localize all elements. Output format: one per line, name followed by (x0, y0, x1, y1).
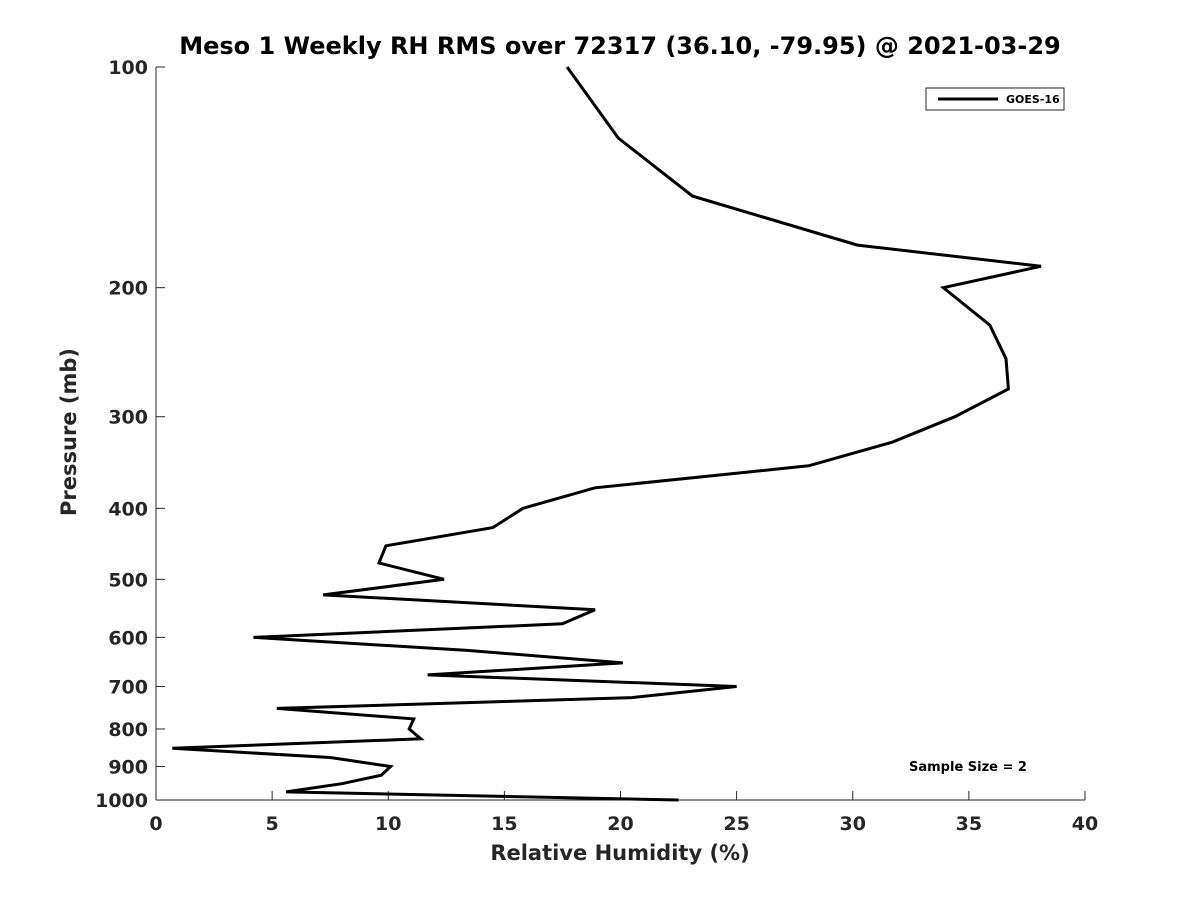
axes: 0 5 10 15 20 25 30 35 40 100 200 300 400 500 600 700 800… (95, 57, 1098, 835)
x-tick-label: 0 (149, 813, 162, 835)
chart-title: Meso 1 Weekly RH RMS over 72317 (36.10, … (179, 32, 1061, 60)
y-tick-label: 800 (108, 719, 148, 741)
x-tick-label: 10 (375, 813, 401, 835)
y-tick-label: 700 (108, 676, 148, 698)
y-tick-label: 400 (108, 498, 148, 520)
y-tick-label: 200 (108, 278, 148, 300)
x-tick-label: 15 (491, 813, 517, 835)
y-axis-title: Pressure (mb) (57, 348, 81, 516)
x-tick-label: 20 (607, 813, 633, 835)
y-tick-label: 600 (108, 627, 148, 649)
series-line (172, 66, 1042, 802)
x-tick-label: 30 (840, 813, 866, 835)
y-tick-label: 100 (108, 57, 148, 79)
x-tick-label: 5 (266, 813, 279, 835)
legend-label: GOES-16 (1006, 93, 1060, 106)
y-tick-label: 900 (108, 756, 148, 778)
legend: GOES-16 (925, 87, 1065, 111)
sample-size-annotation: Sample Size = 2 (909, 760, 1027, 775)
x-axis-title: Relative Humidity (%) (490, 841, 749, 865)
x-tick-label: 35 (956, 813, 982, 835)
x-tick-label: 25 (723, 813, 749, 835)
x-tick-label: 40 (1072, 813, 1098, 835)
y-tick-label: 500 (108, 569, 148, 591)
y-tick-label: 300 (108, 407, 148, 429)
plot-area (172, 66, 1042, 802)
y-tick-label: 1000 (95, 790, 148, 812)
